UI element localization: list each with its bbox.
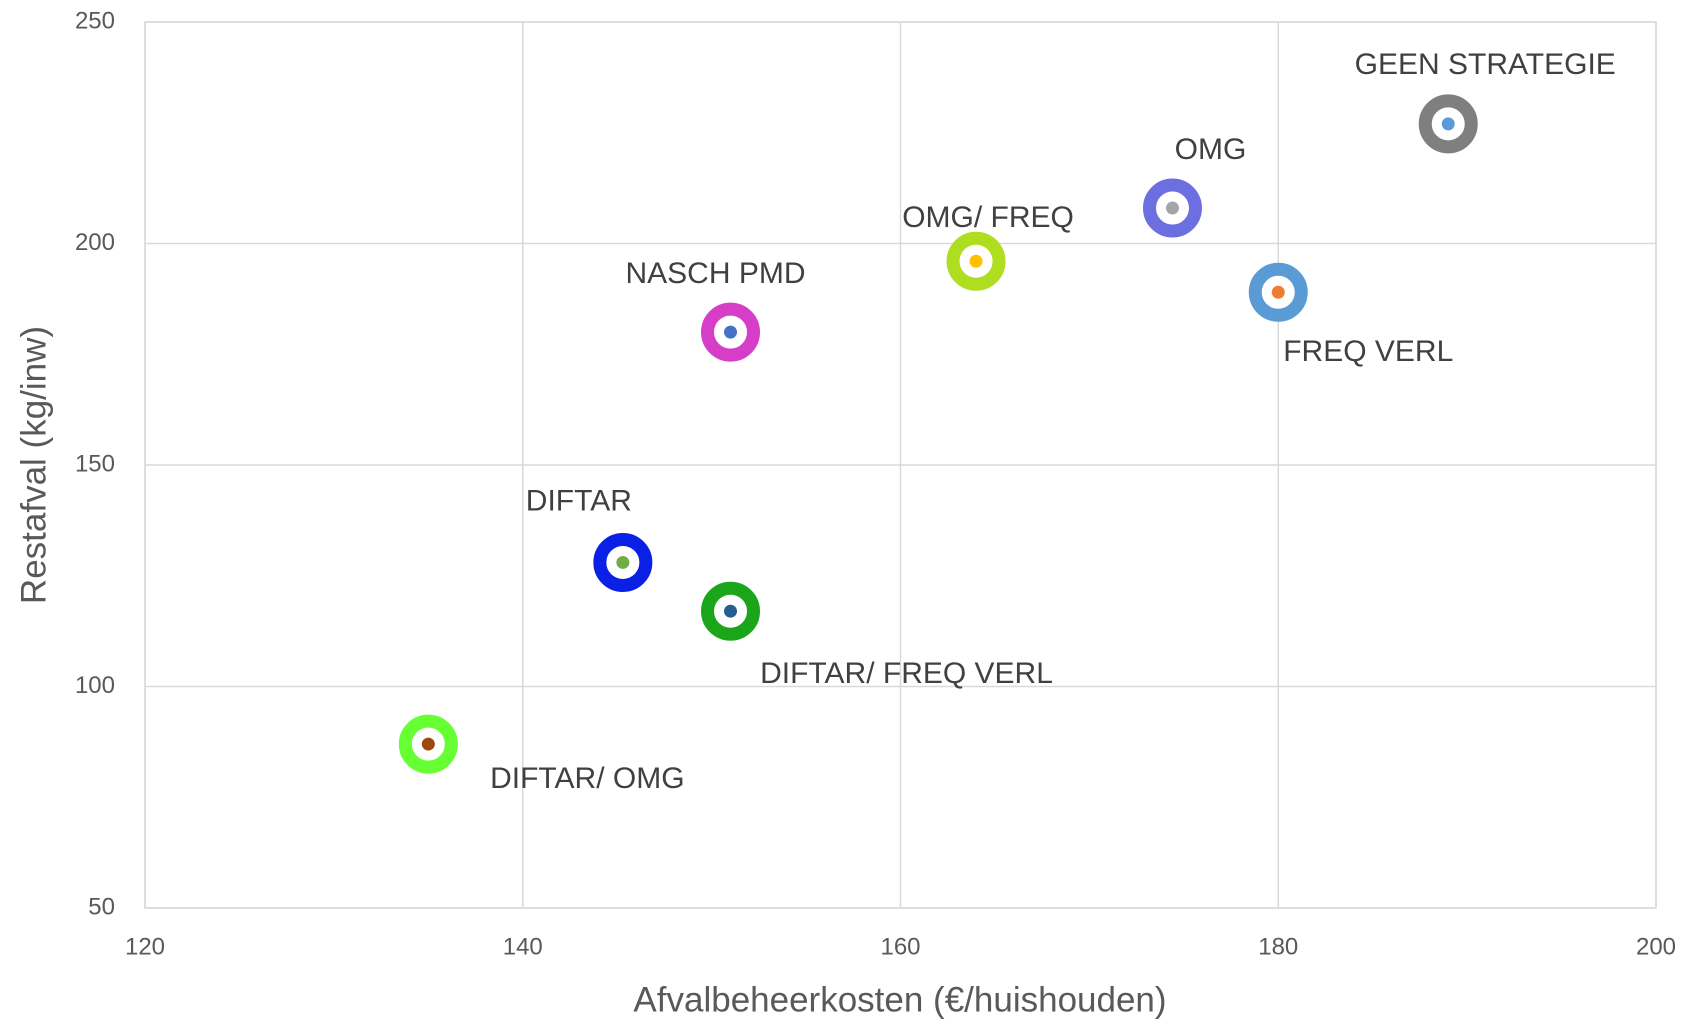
- point-label: DIFTAR/ FREQ VERL: [760, 657, 1053, 690]
- point-label: OMG: [1175, 133, 1247, 166]
- x-tick-label: 200: [1636, 933, 1676, 960]
- x-tick-label: 140: [503, 933, 543, 960]
- x-tick-label: 120: [125, 933, 165, 960]
- point-dot: [969, 254, 983, 268]
- point-dot: [616, 555, 630, 569]
- point-label: GEEN STRATEGIE: [1355, 48, 1616, 81]
- point-label: OMG/ FREQ: [902, 201, 1074, 234]
- point-dot: [724, 604, 738, 618]
- y-axis-title: Restafval (kg/inw): [14, 326, 53, 604]
- x-tick-label: 160: [880, 933, 920, 960]
- point-label: NASCH PMD: [626, 257, 806, 290]
- point-label: DIFTAR: [526, 484, 632, 517]
- y-tick-label: 250: [75, 7, 115, 34]
- y-tick-label: 50: [88, 893, 115, 920]
- point-dot: [724, 325, 738, 339]
- y-tick-label: 150: [75, 450, 115, 477]
- y-tick-label: 100: [75, 672, 115, 699]
- point-label: FREQ VERL: [1283, 335, 1453, 368]
- point-dot: [1165, 201, 1179, 215]
- plot-border: [144, 21, 1657, 909]
- x-tick-label: 180: [1258, 933, 1298, 960]
- point-dot: [421, 737, 435, 751]
- point-label: DIFTAR/ OMG: [490, 762, 684, 795]
- point-dot: [1271, 285, 1285, 299]
- x-axis-title: Afvalbeheerkosten (€/huishouden): [633, 980, 1166, 1019]
- y-tick-label: 200: [75, 229, 115, 256]
- point-dot: [1441, 117, 1455, 131]
